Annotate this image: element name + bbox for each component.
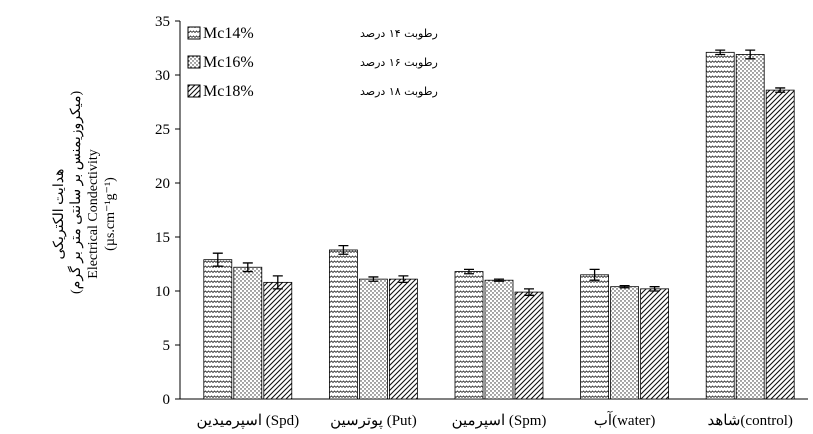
- bar-mc16pct-0: [233, 266, 263, 400]
- y-axis-label-line-1: هدایت الکتریکی: [52, 168, 67, 260]
- legend: Mc14% رطوبت ۱۴ درصد Mc16% رطوبت ۱۶ درصد Mc18…: [187, 25, 438, 100]
- bar-mc16pct-4: [735, 54, 765, 400]
- error-bar: [715, 49, 726, 56]
- error-bar: [464, 268, 474, 275]
- legend-swatch: [187, 84, 201, 98]
- y-tick-label: 10: [155, 284, 170, 300]
- error-bar: [398, 275, 409, 284]
- error-bar: [649, 286, 660, 292]
- bar-mc14pct-3: [580, 274, 609, 400]
- x-tick-label: پوترسین (Put): [330, 413, 417, 429]
- bar-mc16pct-3: [610, 286, 639, 400]
- legend-label-fa: رطوبت ۱۸ درصد: [360, 85, 438, 98]
- error-bar: [524, 288, 534, 296]
- error-bar: [212, 252, 223, 267]
- y-axis-label: هدایت الکتریکی (میکروزیمنس بر سانتی متر …: [51, 90, 119, 294]
- y-tick-label: 0: [163, 392, 171, 408]
- error-bar: [368, 276, 379, 282]
- bars: [203, 49, 795, 400]
- y-tick-label: 5: [163, 338, 171, 354]
- x-tick-label: اسپرمیدین (Spd): [196, 413, 299, 429]
- bar-mc14pct-0: [203, 259, 233, 400]
- error-bar: [242, 262, 253, 273]
- x-axis-labels: اسپرمیدین (Spd) پوترسین (Put) اسپرمین (Spm…: [196, 411, 792, 429]
- error-bar: [272, 275, 283, 290]
- x-tick-label: آب(water): [594, 411, 656, 429]
- y-tick-label: 20: [155, 176, 170, 192]
- bar-mc16pct-1: [358, 278, 388, 400]
- bar-mc14pct-4: [705, 51, 735, 400]
- bar-mc16pct-2: [484, 279, 514, 400]
- legend-swatch: [187, 55, 201, 69]
- bar-mc18pct-3: [640, 288, 669, 400]
- x-tick-label: اسپرمین (Spm): [452, 413, 547, 429]
- y-tick-label: 15: [155, 230, 170, 246]
- bar-mc18pct-1: [388, 278, 418, 400]
- error-bar: [619, 284, 630, 289]
- y-axis-label-line-4: (µs.cm⁻¹g⁻¹): [103, 177, 118, 251]
- legend-label: Mc16%: [203, 54, 254, 71]
- bar-mc14pct-1: [328, 249, 358, 400]
- y-tick-label: 30: [155, 68, 170, 84]
- bar-mc14pct-2: [454, 271, 484, 400]
- error-bar: [589, 268, 600, 281]
- bar-mc18pct-0: [263, 281, 293, 400]
- y-axis-ticks: 0 5 10 15 20 25 30 35: [155, 14, 180, 408]
- legend-label: Mc14%: [203, 25, 254, 42]
- bar-mc18pct-2: [514, 291, 544, 400]
- legend-label-fa: رطوبت ۱۶ درصد: [360, 56, 438, 69]
- legend-label-fa: رطوبت ۱۴ درصد: [360, 27, 438, 40]
- bar-mc18pct-4: [765, 89, 795, 400]
- x-tick-label: شاهد(control): [707, 413, 792, 429]
- error-bar: [494, 278, 504, 282]
- y-axis-label-line-3: Electrical Condectivity: [86, 149, 101, 279]
- error-bar: [775, 87, 786, 93]
- legend-swatch: [187, 26, 201, 40]
- y-axis-label-line-2: (میکروزیمنس بر سانتی متر بر گرم): [69, 90, 84, 294]
- error-bar: [745, 49, 756, 60]
- y-tick-label: 25: [155, 122, 170, 138]
- legend-label: Mc18%: [203, 83, 254, 100]
- error-bar: [338, 244, 349, 255]
- y-tick-label: 35: [155, 14, 170, 30]
